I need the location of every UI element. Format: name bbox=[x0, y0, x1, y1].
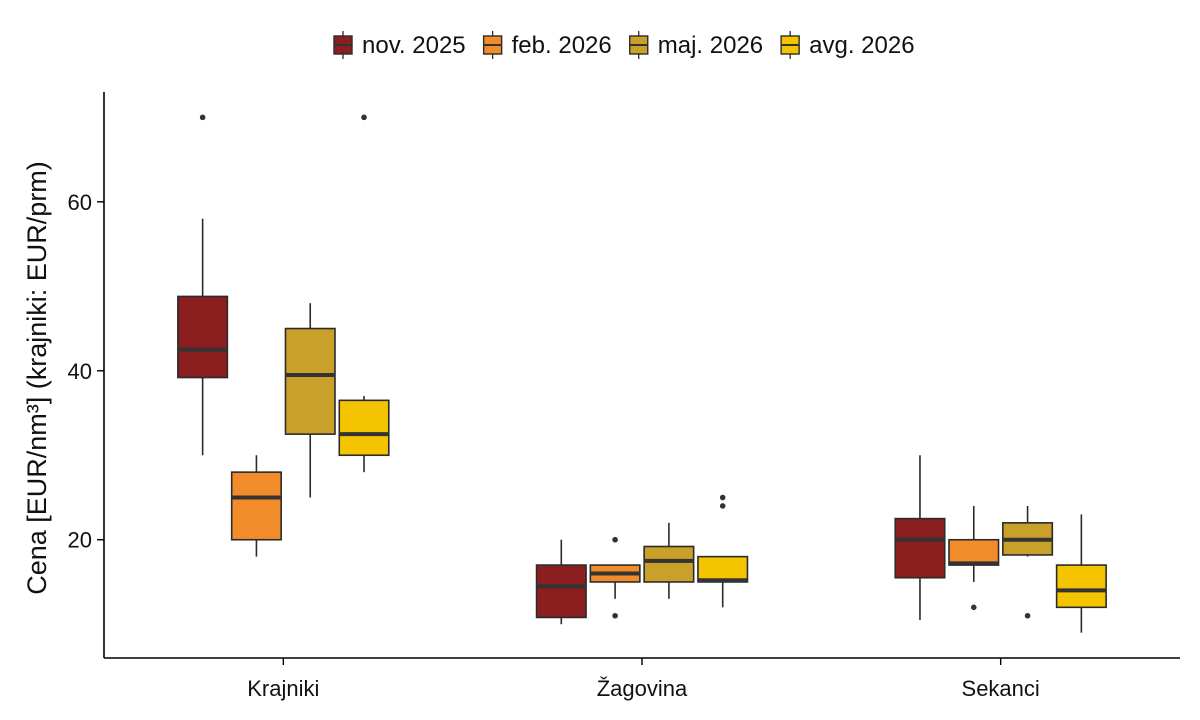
legend-item-1: nov. 2025 bbox=[333, 31, 466, 59]
legend-label: feb. 2026 bbox=[512, 32, 612, 59]
box-1-1 bbox=[177, 114, 229, 456]
legend: nov. 2025 feb. 2026 maj. 2026 avg. 2026 bbox=[333, 31, 915, 59]
x-tick-label: Žagovina bbox=[597, 676, 688, 701]
legend-label: avg. 2026 bbox=[809, 32, 914, 59]
outlier-point bbox=[612, 612, 618, 619]
outlier-point bbox=[719, 494, 726, 501]
box-body bbox=[338, 399, 390, 457]
outlier-point bbox=[1024, 612, 1031, 619]
x-tick-label: Sekanci bbox=[962, 676, 1040, 701]
y-axis-label: Cena [EUR/nm³] (krajniki: EUR/prm) bbox=[22, 161, 52, 595]
plot-area bbox=[177, 114, 1107, 633]
box-2-1 bbox=[535, 539, 587, 625]
box-2-4 bbox=[697, 494, 749, 608]
box-3-1 bbox=[894, 455, 946, 620]
box-body bbox=[177, 295, 229, 379]
x-tick-label: Krajniki bbox=[247, 676, 319, 701]
y-tick-label: 60 bbox=[68, 190, 92, 215]
box-1-3 bbox=[284, 303, 336, 498]
legend-item-3: maj. 2026 bbox=[629, 31, 763, 59]
legend-label: nov. 2025 bbox=[362, 32, 466, 59]
box-3-4 bbox=[1055, 514, 1107, 633]
box-2-2 bbox=[589, 536, 641, 619]
box-body bbox=[643, 545, 695, 583]
axes: Krajniki Žagovina Sekanci 20 40 60 bbox=[68, 92, 1180, 701]
box-3-3 bbox=[1002, 505, 1054, 619]
y-tick-label: 40 bbox=[68, 359, 92, 384]
box-body bbox=[284, 327, 336, 435]
outlier-point bbox=[612, 536, 618, 543]
outlier-point bbox=[719, 503, 726, 509]
box-3-2 bbox=[948, 505, 1000, 611]
outlier-point bbox=[970, 604, 977, 611]
legend-item-4: avg. 2026 bbox=[780, 31, 915, 59]
y-tick-label: 20 bbox=[68, 528, 92, 553]
box-body bbox=[535, 564, 587, 619]
box-1-4 bbox=[338, 114, 390, 473]
box-body bbox=[230, 471, 282, 541]
legend-label: maj. 2026 bbox=[658, 32, 763, 59]
outlier-point bbox=[361, 114, 367, 121]
box-body bbox=[1055, 564, 1107, 609]
box-1-2 bbox=[230, 455, 282, 557]
outlier-point bbox=[199, 114, 206, 121]
box-body bbox=[697, 555, 749, 583]
box-body bbox=[894, 517, 946, 579]
legend-item-2: feb. 2026 bbox=[482, 31, 612, 59]
box-body bbox=[948, 538, 1000, 566]
box-2-3 bbox=[643, 522, 695, 599]
